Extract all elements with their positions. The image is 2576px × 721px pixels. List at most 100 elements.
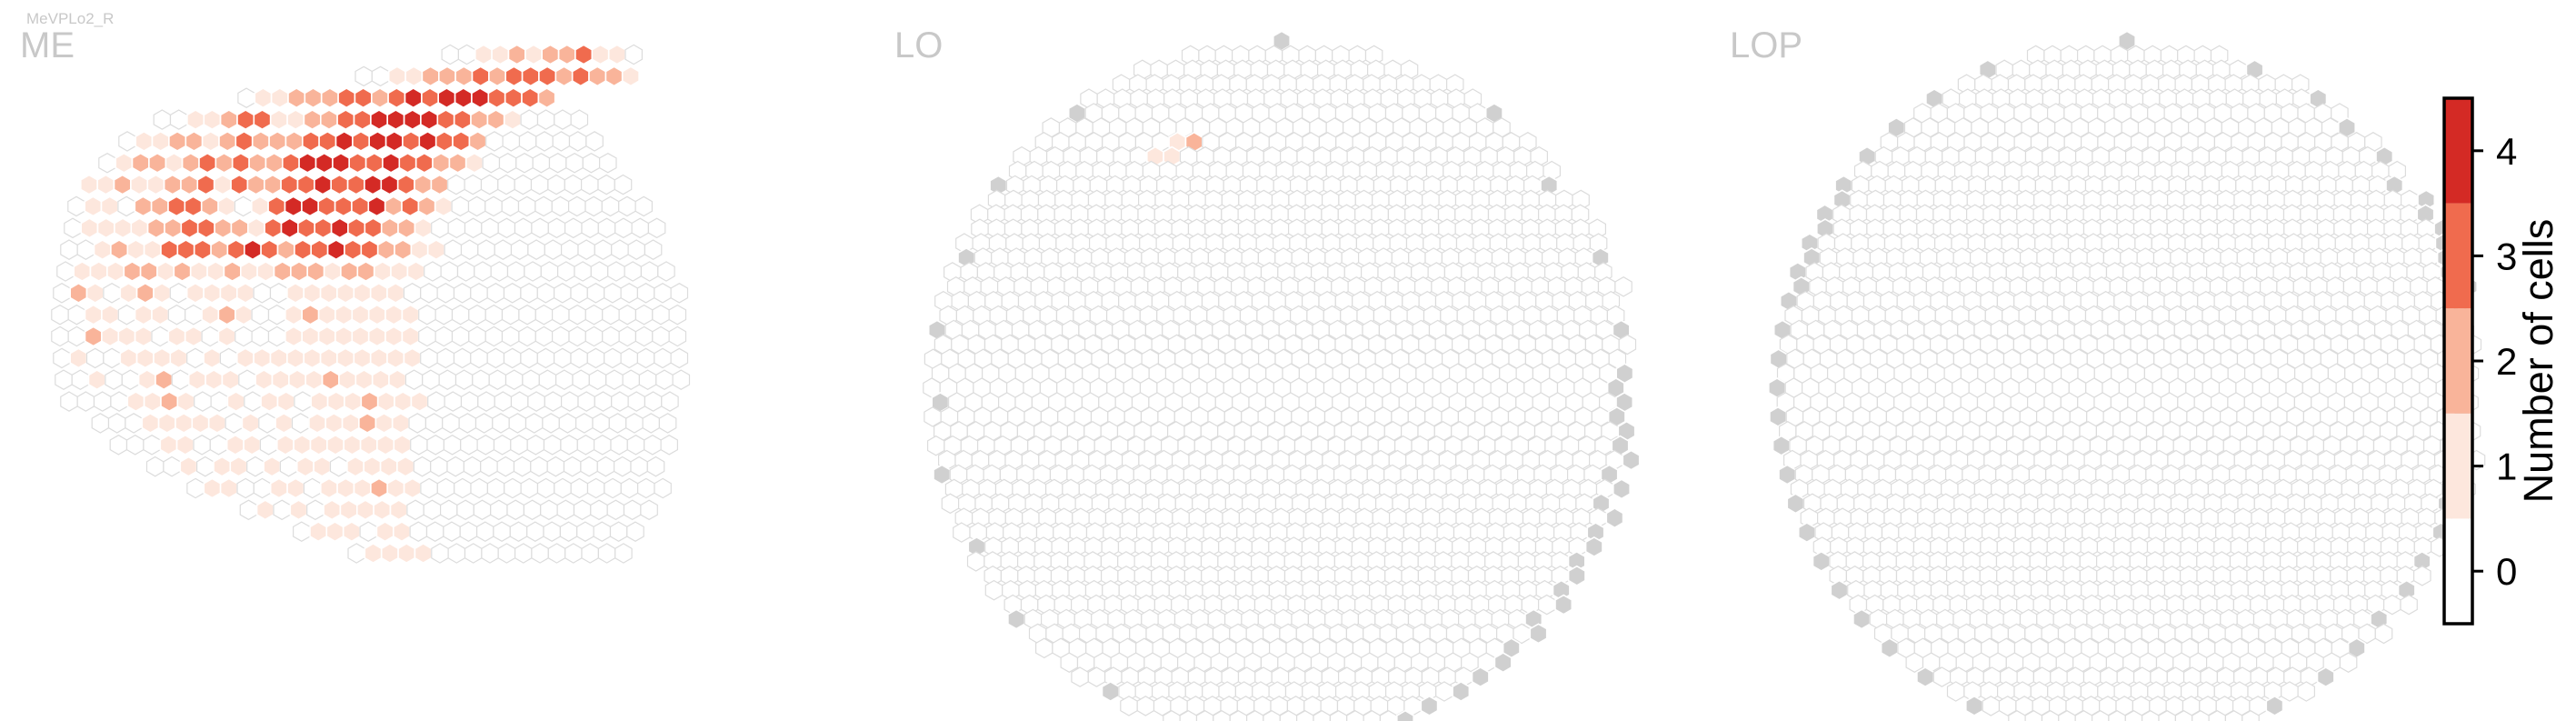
me-cell: [89, 260, 108, 283]
me-cell: [652, 304, 670, 325]
me-cell: [510, 239, 529, 260]
me-cell: [64, 217, 82, 239]
me-cell: [624, 44, 644, 65]
me-cell: [213, 174, 232, 195]
me-cell: [467, 195, 486, 217]
me-cell: [317, 325, 336, 347]
me-cell: [146, 217, 165, 239]
me-cell: [201, 130, 220, 152]
lo-cell: [1034, 637, 1053, 659]
me-cell: [191, 412, 210, 434]
me-cell: [448, 152, 467, 174]
me-cell: [438, 369, 457, 390]
lo-cell: [1622, 449, 1641, 471]
me-cell: [670, 283, 689, 304]
lop-cell: [1965, 695, 1983, 716]
me-cell: [91, 413, 110, 434]
me-cell: [421, 65, 440, 87]
me-cell: [574, 413, 594, 434]
me-cell: [556, 499, 575, 521]
me-cell: [323, 499, 342, 521]
me-cell: [341, 412, 360, 434]
me-cell: [303, 477, 322, 499]
me-cell: [353, 347, 372, 369]
me-cell: [273, 260, 292, 283]
colorbar: 0 1 2 3 4 Number of cells: [2442, 96, 2561, 626]
me-cell: [553, 347, 572, 369]
lo-cell: [1471, 666, 1490, 688]
me-cell: [464, 174, 483, 195]
me-cell: [434, 304, 454, 325]
me-cell: [338, 369, 357, 391]
me-cell: [219, 282, 238, 304]
me-cell: [510, 391, 529, 412]
me-cell: [515, 153, 534, 174]
me-cell: [490, 261, 509, 282]
me-cell: [53, 283, 71, 304]
me-cell: [145, 456, 165, 477]
me-cell: [581, 217, 599, 239]
me-cell: [409, 521, 428, 542]
me-cell: [470, 477, 489, 499]
me-cell: [368, 130, 387, 152]
me-cell: [394, 239, 413, 261]
me-cell: [618, 195, 636, 217]
me-cell: [329, 456, 348, 477]
me-cell: [496, 456, 515, 477]
me-cell: [198, 152, 217, 174]
me-cell: [239, 260, 258, 283]
me-cell: [476, 435, 495, 456]
me-cell: [360, 391, 379, 413]
me-cell: [518, 304, 536, 325]
me-cell: [434, 130, 454, 152]
me-cell: [534, 304, 554, 325]
me-cell: [521, 65, 540, 87]
me-cell: [246, 456, 265, 477]
me-cell: [384, 130, 404, 152]
me-cell: [123, 260, 142, 283]
me-cell: [143, 435, 161, 456]
me-cell: [354, 87, 373, 109]
me-cell: [586, 347, 605, 369]
me-cell: [547, 217, 566, 239]
me-cell: [71, 369, 90, 390]
me-cell: [514, 217, 533, 239]
me-cell: [524, 413, 544, 434]
me-cell: [126, 391, 145, 413]
me-cell: [424, 261, 442, 282]
me-cell: [487, 87, 506, 109]
lo-cell: [1087, 666, 1106, 687]
me-cell: [321, 369, 340, 391]
colorbar-tick-label: 4: [2496, 130, 2517, 173]
me-cell: [538, 65, 557, 87]
me-cell: [414, 174, 433, 195]
me-cell: [636, 347, 655, 369]
me-cell: [376, 391, 395, 413]
me-cell: [497, 217, 516, 239]
me-cell: [301, 325, 320, 347]
me-cell: [351, 195, 370, 217]
me-cell: [451, 325, 470, 347]
me-cell: [364, 542, 383, 565]
me-cell: [604, 347, 622, 369]
me-cell: [541, 44, 560, 65]
me-cell: [661, 391, 679, 412]
me-cell: [193, 435, 211, 456]
me-cell: [458, 413, 477, 434]
me-cell: [392, 521, 411, 543]
me-cell: [551, 304, 570, 325]
me-cell: [610, 435, 628, 456]
me-cell: [387, 87, 406, 109]
me-cell: [538, 369, 557, 390]
me-cell: [502, 131, 521, 152]
panel-lop: LOP: [1730, 25, 2486, 721]
me-cell: [625, 413, 644, 434]
me-cell: [367, 304, 386, 325]
me-cell: [440, 499, 458, 521]
me-cell: [290, 260, 309, 283]
me-cell: [151, 130, 170, 152]
me-cell: [175, 412, 194, 434]
me-cell: [668, 325, 687, 347]
me-cell: [259, 435, 278, 456]
lo-cell: [1554, 594, 1573, 616]
